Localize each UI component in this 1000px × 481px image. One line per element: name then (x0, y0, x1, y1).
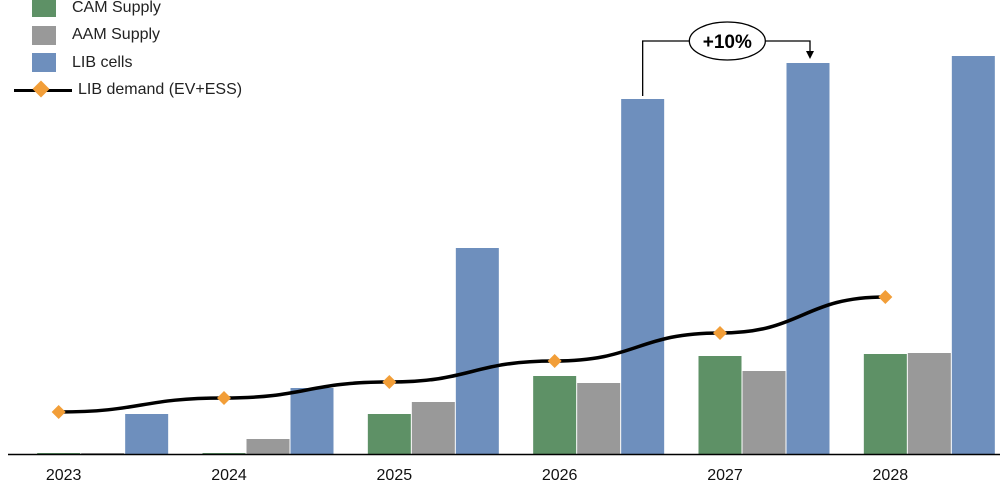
x-tick-label-2028: 2028 (873, 467, 909, 481)
legend-item-cam: CAM Supply (14, 0, 242, 22)
marker-lib-demand-ev-ess-2025 (382, 375, 397, 389)
bar-cam-supply-2026 (533, 376, 577, 454)
legend-swatch-lib-cells (32, 53, 56, 73)
annotation-label: +10% (703, 32, 752, 53)
bar-lib-cells-2023 (125, 414, 169, 454)
marker-lib-demand-ev-ess-2028 (878, 290, 893, 304)
bar-cam-supply-2025 (367, 414, 411, 454)
marker-lib-demand-ev-ess-2027 (713, 326, 727, 340)
bar-aam-supply-2026 (577, 383, 621, 454)
bar-lib-cells-2028 (951, 56, 995, 454)
x-tick-label-2023: 2023 (46, 467, 82, 481)
x-tick-label-2026: 2026 (542, 467, 578, 481)
bar-aam-supply-2028 (907, 353, 951, 454)
legend: CAM Supply AAM Supply LIB cells LIB dema… (14, 0, 242, 104)
marker-lib-demand-ev-ess-2023 (51, 405, 66, 419)
x-tick-label-2027: 2027 (707, 467, 743, 481)
legend-swatch-lib-demand (14, 80, 72, 100)
legend-item-lib-demand: LIB demand (EV+ESS) (14, 77, 242, 105)
bar-cam-supply-2024 (202, 453, 246, 454)
legend-label-aam: AAM Supply (72, 26, 161, 44)
bar-lib-cells-2025 (455, 248, 499, 454)
bar-aam-supply-2027 (742, 371, 786, 454)
line-lib-demand-ev-ess (58, 295, 886, 414)
legend-swatch-aam (32, 25, 56, 45)
x-tick-label-2025: 2025 (377, 467, 413, 481)
legend-diamond-icon (32, 80, 50, 98)
bar-aam-supply-2023 (81, 453, 125, 454)
legend-label-lib-cells: LIB cells (72, 53, 133, 71)
bar-lib-cells-2027 (786, 63, 830, 454)
bar-lib-cells-2024 (290, 388, 334, 454)
legend-item-aam: AAM Supply (14, 22, 242, 50)
bar-lib-cells-2026 (621, 99, 665, 454)
legend-item-lib-cells: LIB cells (14, 49, 242, 77)
bar-aam-supply-2025 (411, 402, 455, 454)
bar-cam-supply-2027 (698, 356, 742, 454)
bar-aam-supply-2024 (246, 439, 290, 454)
bar-cam-supply-2028 (863, 354, 907, 454)
x-tick-label-2024: 2024 (211, 467, 247, 481)
legend-label-cam: CAM Supply (72, 0, 161, 16)
annotation-arrowhead-icon (806, 51, 814, 59)
annotation-bubble (688, 21, 766, 61)
legend-swatch-cam (32, 0, 56, 18)
bar-cam-supply-2023 (37, 453, 81, 454)
marker-lib-demand-ev-ess-2026 (547, 354, 562, 368)
legend-label-lib-demand: LIB demand (EV+ESS) (78, 81, 243, 99)
marker-lib-demand-ev-ess-2024 (217, 391, 231, 405)
